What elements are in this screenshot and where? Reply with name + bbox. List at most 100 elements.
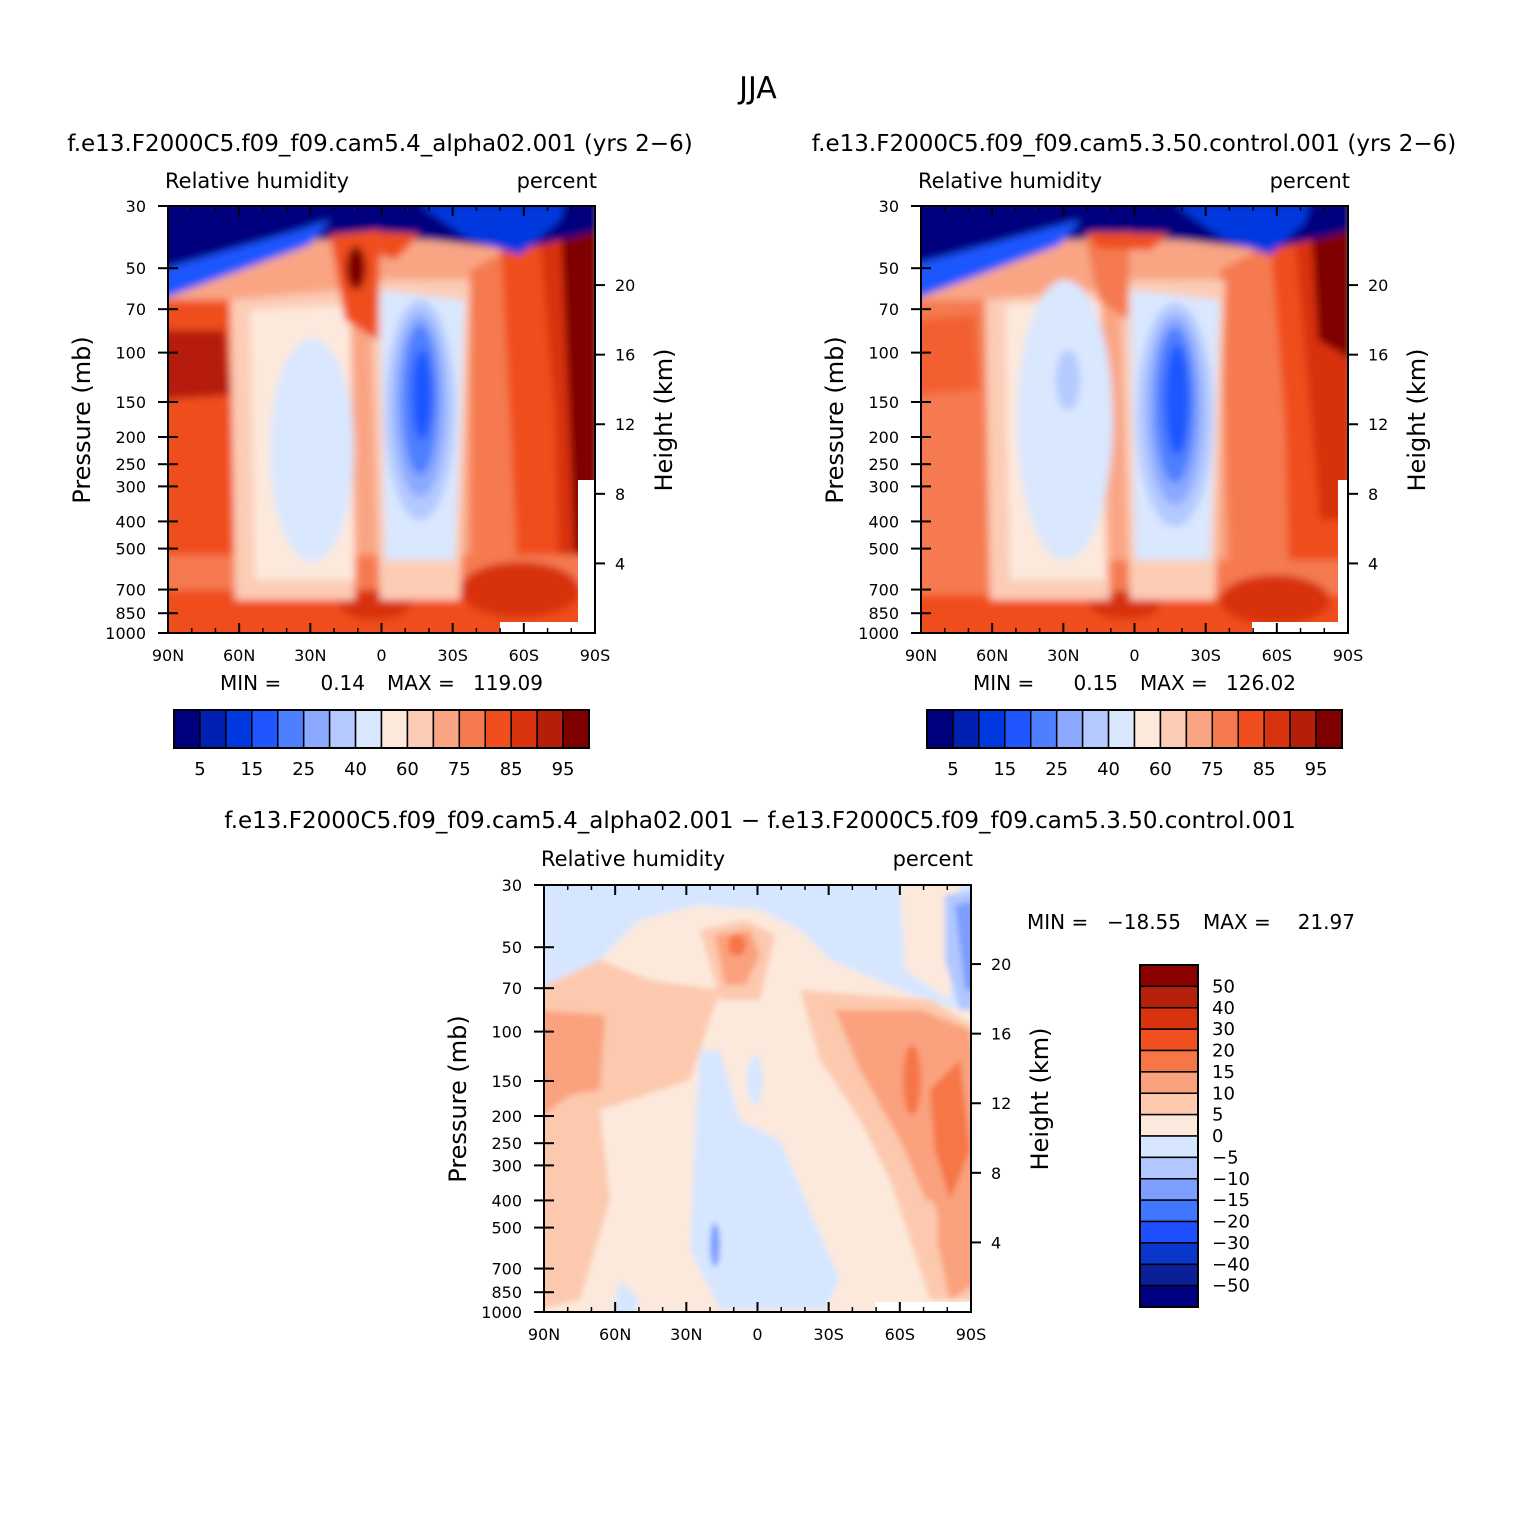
colorbar-box bbox=[1139, 1135, 1199, 1159]
panel-title: f.e13.F2000C5.f09_f09.cam5.4_alpha02.001… bbox=[67, 131, 692, 157]
y-tick-label: 30 bbox=[502, 876, 522, 895]
height-tick-label: 16 bbox=[1368, 346, 1388, 365]
colorbar-label: 15 bbox=[240, 759, 263, 780]
y-axis-label: Pressure (mb) bbox=[444, 1015, 472, 1182]
y-tick-label: 150 bbox=[491, 1072, 522, 1091]
colorbar-box bbox=[1139, 1049, 1199, 1073]
y-tick-label: 400 bbox=[115, 512, 146, 531]
panel-difference: f.e13.F2000C5.f09_f09.cam5.4_alpha02.001… bbox=[224, 808, 1355, 1344]
y-axis-right-label: Height (km) bbox=[650, 349, 678, 492]
colorbar-box bbox=[251, 709, 279, 749]
colorbar-box bbox=[1139, 1284, 1199, 1308]
x-tick-label: 90S bbox=[956, 1325, 987, 1344]
x-tick-label: 30S bbox=[437, 646, 468, 665]
x-tick-label: 60S bbox=[1262, 646, 1293, 665]
y-tick-label: 300 bbox=[115, 477, 146, 496]
colorbar-box bbox=[1263, 709, 1291, 749]
colorbar-box bbox=[1139, 1071, 1199, 1094]
colorbar-box bbox=[926, 709, 954, 749]
y-tick-label: 200 bbox=[491, 1107, 522, 1126]
colorbar-box bbox=[1139, 1220, 1199, 1244]
colorbar-box bbox=[354, 709, 383, 749]
colorbar-box bbox=[484, 709, 512, 749]
variable-label: Relative humidity bbox=[541, 847, 725, 871]
y-tick-label: 100 bbox=[115, 344, 146, 363]
variable-label: Relative humidity bbox=[918, 169, 1102, 193]
colorbar-box bbox=[510, 709, 538, 749]
colorbar-label: −40 bbox=[1212, 1254, 1250, 1275]
x-tick-label: 30N bbox=[294, 646, 326, 665]
colorbar-box bbox=[1139, 1263, 1199, 1287]
height-tick-label: 20 bbox=[991, 955, 1011, 974]
x-tick-label: 60S bbox=[885, 1325, 916, 1344]
max-label: MAX = bbox=[1140, 671, 1208, 695]
colorbar: 5 15 25 40 60 75 85 95 bbox=[926, 709, 1343, 780]
y-tick-label: 700 bbox=[491, 1260, 522, 1279]
y-axis-label: Pressure (mb) bbox=[68, 336, 96, 503]
y-tick-label: 30 bbox=[879, 197, 899, 216]
colorbar-frame bbox=[1139, 964, 1199, 1308]
colorbar-box bbox=[1139, 1156, 1199, 1180]
colorbar-box bbox=[1139, 1242, 1199, 1265]
y-tick-label: 300 bbox=[868, 477, 899, 496]
colorbar-label: −30 bbox=[1212, 1233, 1250, 1254]
colorbar-box bbox=[1289, 709, 1317, 749]
colorbar-box bbox=[1081, 709, 1110, 749]
y-tick-label: 850 bbox=[115, 604, 146, 623]
y-tick-label: 200 bbox=[868, 428, 899, 447]
colorbar-box bbox=[1139, 1178, 1199, 1201]
colorbar-box bbox=[1139, 1028, 1199, 1052]
y-tick-label: 50 bbox=[879, 259, 899, 278]
y-tick-label: 100 bbox=[868, 344, 899, 363]
colorbar-box bbox=[1139, 985, 1199, 1009]
y-tick-label: 200 bbox=[115, 428, 146, 447]
colorbar-label: 5 bbox=[947, 759, 958, 780]
colorbar-label: 5 bbox=[194, 759, 205, 780]
colorbar-box bbox=[1139, 1092, 1199, 1116]
x-tick-label: 90S bbox=[1333, 646, 1364, 665]
x-tick-label: 60N bbox=[976, 646, 1008, 665]
y-tick-label: 1000 bbox=[481, 1303, 522, 1322]
y-tick-label: 400 bbox=[491, 1191, 522, 1210]
height-tick-label: 4 bbox=[991, 1233, 1001, 1252]
min-label: MIN = bbox=[1027, 910, 1088, 934]
height-tick-label: 16 bbox=[991, 1025, 1011, 1044]
y-tick-label: 30 bbox=[126, 197, 146, 216]
y-tick-label: 150 bbox=[868, 393, 899, 412]
colorbar-label: 60 bbox=[1149, 759, 1172, 780]
colorbar-label: 20 bbox=[1212, 1041, 1235, 1062]
x-tick-label: 30N bbox=[1047, 646, 1079, 665]
y-tick-label: 700 bbox=[868, 581, 899, 600]
x-tick-label: 30S bbox=[1190, 646, 1221, 665]
y-tick-label: 850 bbox=[491, 1283, 522, 1302]
height-tick-label: 8 bbox=[1368, 485, 1378, 504]
colorbar-frame bbox=[173, 709, 590, 749]
colorbar-box bbox=[199, 709, 227, 749]
panel-alpha02: f.e13.F2000C5.f09_f09.cam5.4_alpha02.001… bbox=[67, 131, 692, 780]
colorbar-label: 50 bbox=[1212, 976, 1235, 997]
y-axis-right-label: Height (km) bbox=[1026, 1028, 1054, 1171]
colorbar-box bbox=[432, 709, 461, 749]
units-label: percent bbox=[893, 847, 973, 871]
colorbar-box bbox=[1139, 1113, 1199, 1137]
max-value: 119.09 bbox=[473, 671, 543, 695]
colorbar-label: −20 bbox=[1212, 1212, 1250, 1233]
max-label: MAX = bbox=[387, 671, 455, 695]
height-tick-label: 12 bbox=[615, 415, 635, 434]
colorbar-box bbox=[1315, 709, 1343, 749]
colorbar-label: 95 bbox=[552, 759, 575, 780]
y-axis-right-label: Height (km) bbox=[1403, 349, 1431, 492]
colorbar-box bbox=[1107, 709, 1136, 749]
y-tick-label: 500 bbox=[491, 1219, 522, 1238]
height-tick-label: 12 bbox=[1368, 415, 1388, 434]
y-tick-label: 1000 bbox=[105, 624, 146, 643]
colorbar-label: 25 bbox=[1045, 759, 1068, 780]
colorbar-label: 85 bbox=[500, 759, 523, 780]
units-label: percent bbox=[1270, 169, 1350, 193]
colorbar-label: 10 bbox=[1212, 1083, 1235, 1104]
max-label: MAX = bbox=[1203, 910, 1271, 934]
y-tick-label: 50 bbox=[502, 938, 522, 957]
colorbar-box bbox=[458, 709, 486, 749]
